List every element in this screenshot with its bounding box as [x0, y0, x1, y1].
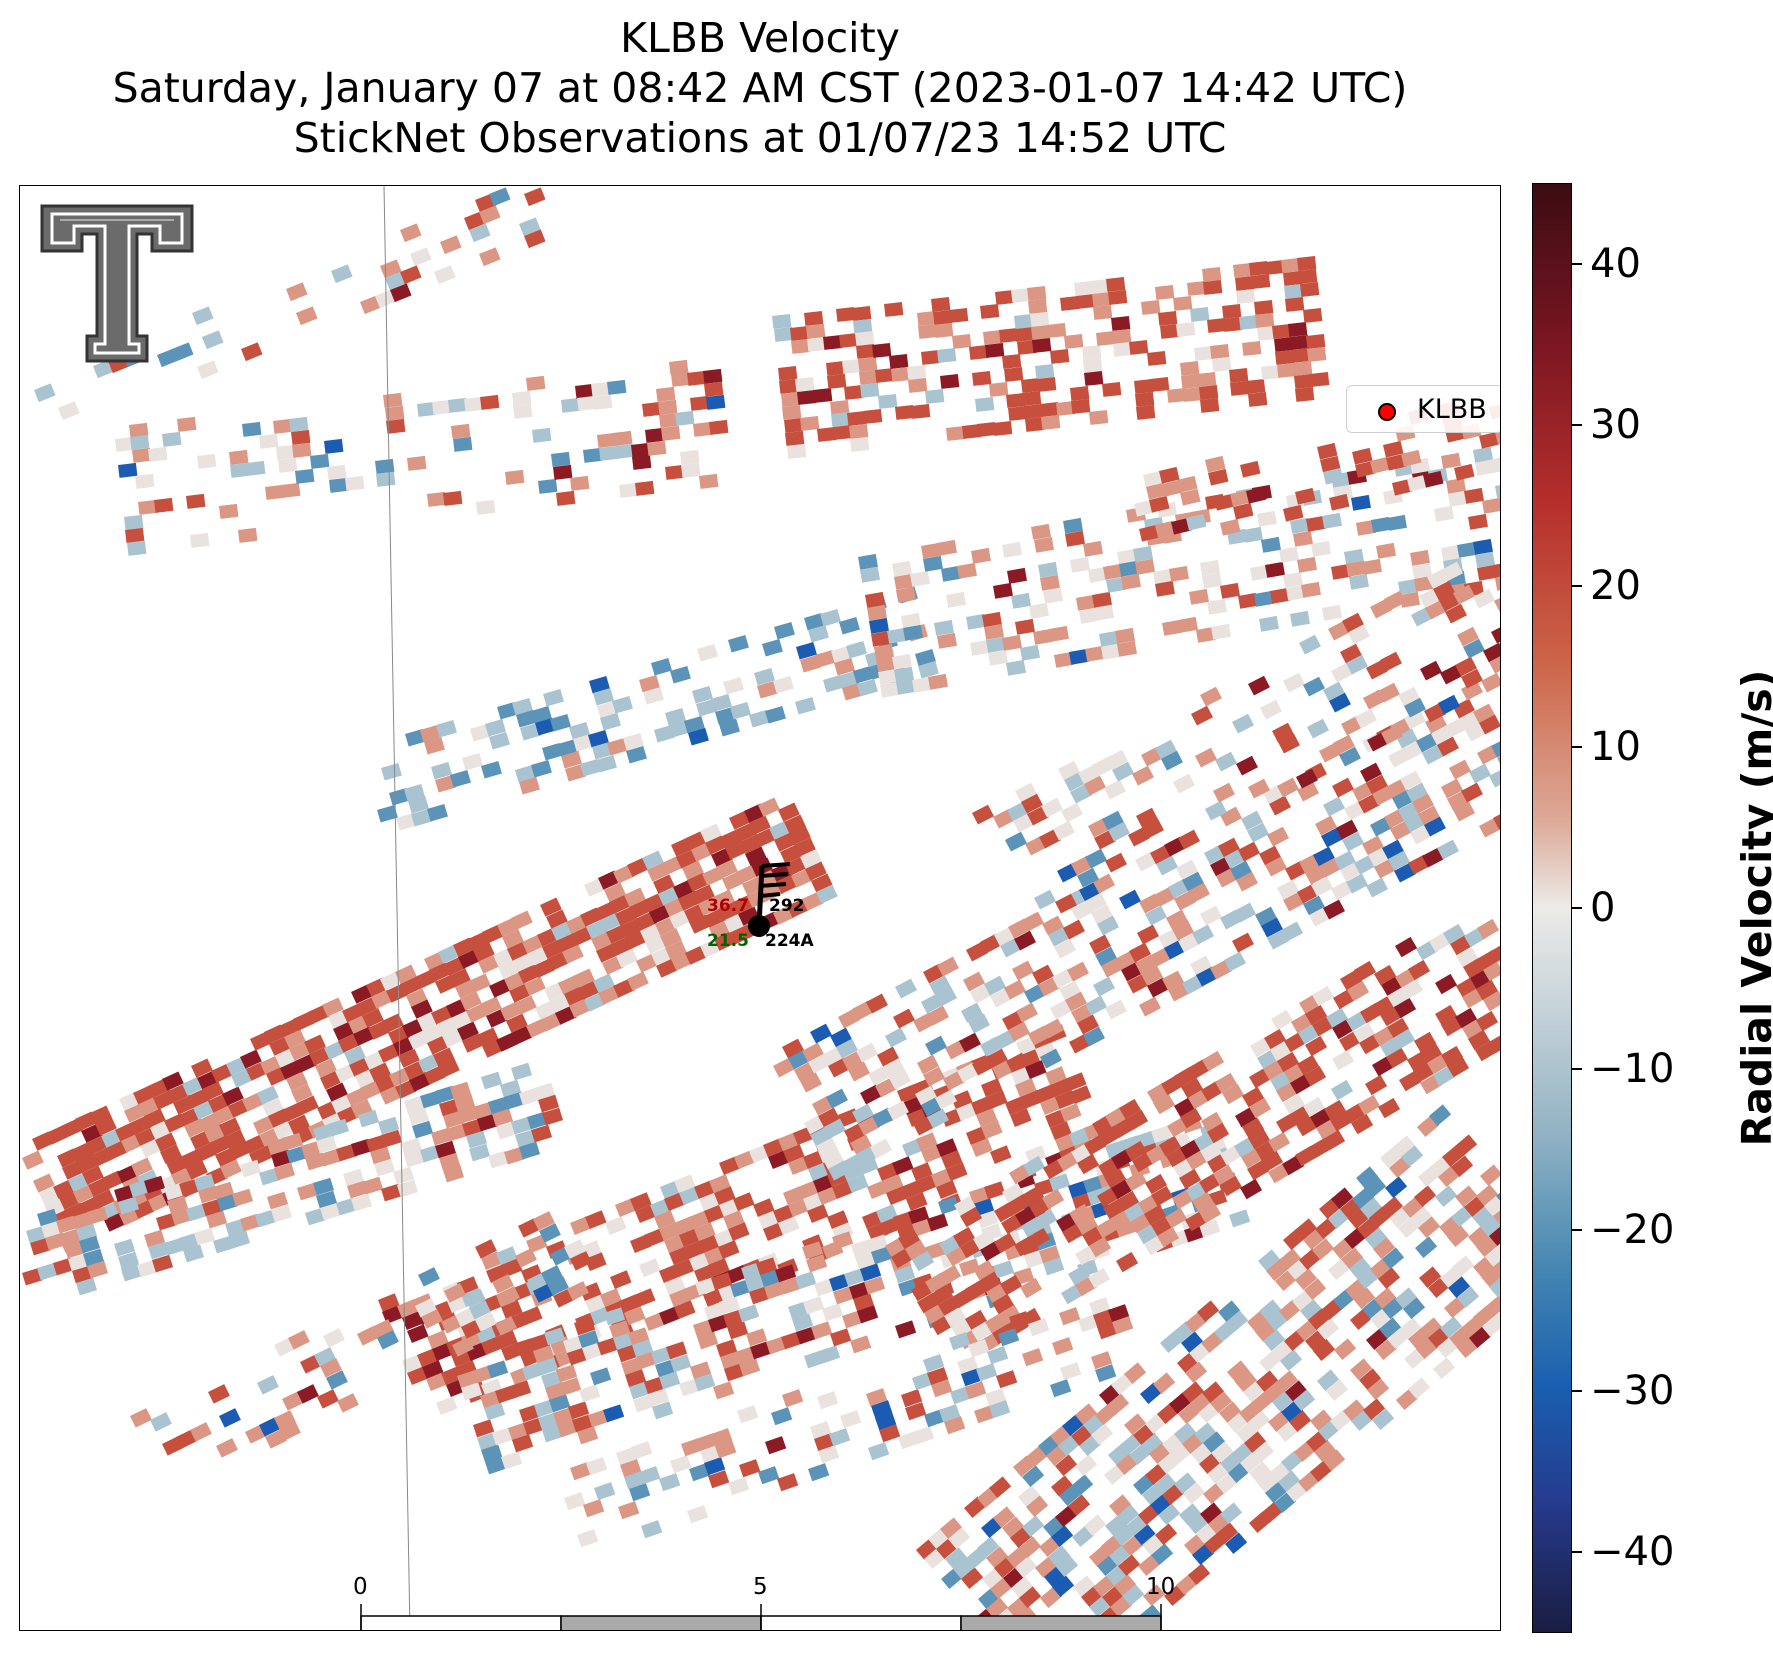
- county-boundary-line: [383, 186, 411, 1630]
- colorbar-label: Radial Velocity (m/s): [1733, 669, 1773, 1147]
- colorbar-tick: [1572, 1068, 1582, 1071]
- colorbar-tick-label: 10: [1590, 723, 1641, 770]
- wind-barb-flag: [760, 892, 781, 898]
- colorbar-tick: [1572, 1551, 1582, 1554]
- chart-subtitle-time: Saturday, January 07 at 08:42 AM CST (20…: [112, 64, 1408, 112]
- scale-label-5: 5: [753, 1574, 768, 1600]
- colorbar-tick-label: −40: [1590, 1529, 1675, 1576]
- chart-subtitle-observations: StickNet Observations at 01/07/23 14:52 …: [293, 114, 1227, 162]
- colorbar-tick: [1572, 745, 1582, 748]
- colorbar-tick-label: −10: [1590, 1046, 1675, 1093]
- legend-label: KLBB: [1417, 394, 1487, 425]
- sticknet-station-plot: [748, 862, 791, 937]
- colorbar-tick-label: −20: [1590, 1207, 1675, 1254]
- colorbar-tick: [1572, 584, 1582, 587]
- colorbar-tick: [1572, 907, 1582, 909]
- wind-barb-flag: [761, 862, 791, 868]
- colorbar-tick-label: 30: [1590, 401, 1641, 448]
- station-marker: [748, 915, 770, 937]
- colorbar-tick-label: 0: [1590, 885, 1616, 931]
- scale-label-0: 0: [353, 1574, 368, 1600]
- colorbar-tick-label: 20: [1590, 562, 1641, 609]
- chart-title: KLBB Velocity: [620, 14, 900, 62]
- colorbar-tick: [1572, 423, 1582, 426]
- radar-velocity-field: [21, 186, 1500, 1630]
- colorbar-tick: [1572, 1229, 1582, 1232]
- colorbar: [1532, 183, 1572, 1633]
- colorbar-tick-label: −30: [1590, 1368, 1675, 1415]
- wind-barb-flag: [760, 872, 789, 878]
- colorbar-tick-label: 40: [1590, 240, 1641, 287]
- legend: KLBB: [1346, 385, 1500, 433]
- radar-map: 36.7 292 21.5 224A 0 5 10 km KLBB: [19, 185, 1501, 1631]
- station-dewpoint: 21.5: [707, 931, 749, 951]
- station-pressure: 292: [769, 896, 805, 916]
- scale-label-10: 10: [1146, 1574, 1176, 1600]
- station-temperature: 36.7: [707, 896, 749, 916]
- texas-tech-double-t-logo: [40, 204, 194, 363]
- station-id: 224A: [765, 931, 814, 951]
- wind-barb-flag: [760, 882, 787, 888]
- radar-site-marker-icon: [1378, 403, 1396, 421]
- colorbar-tick: [1572, 262, 1582, 265]
- colorbar-tick: [1572, 1390, 1582, 1393]
- scale-bar: [360, 1604, 1162, 1630]
